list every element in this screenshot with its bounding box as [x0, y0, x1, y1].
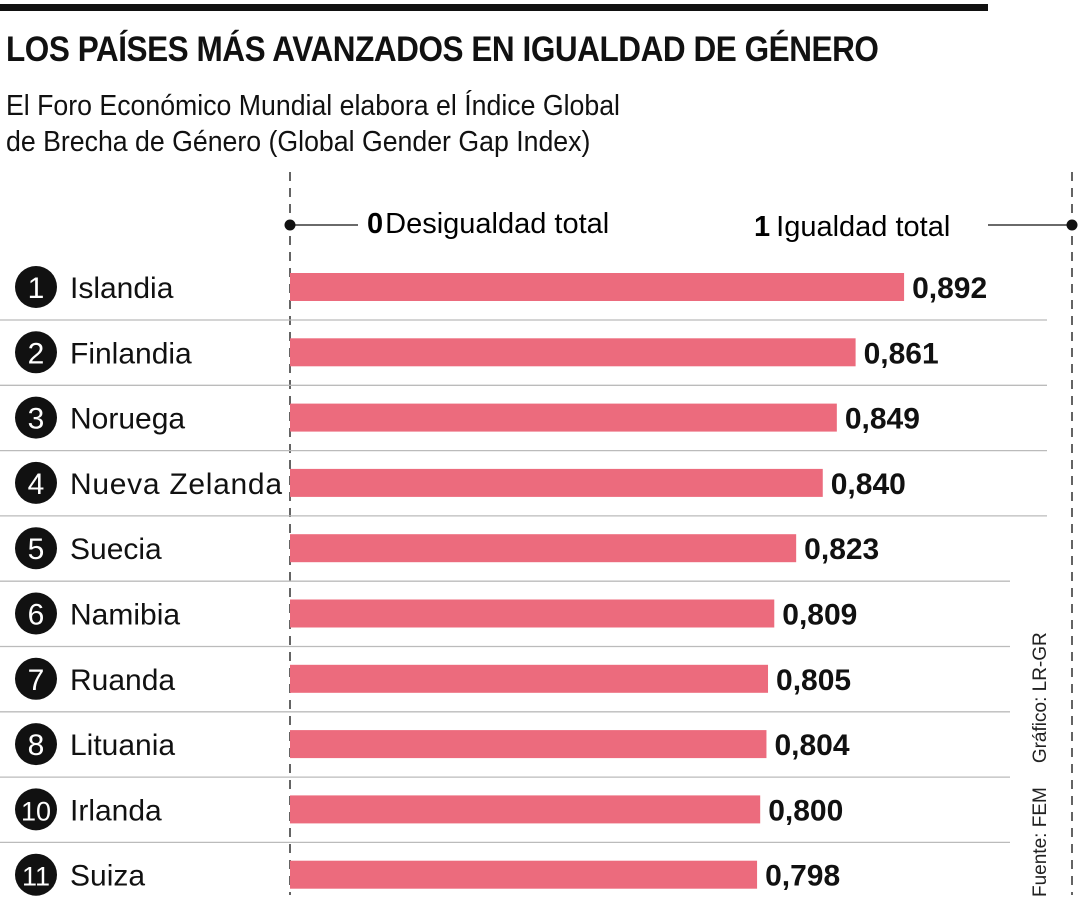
country-label: Suecia: [70, 533, 162, 566]
rank-badge: [15, 657, 57, 700]
country-label: Suiza: [70, 860, 145, 893]
value-label: 0,849: [845, 403, 920, 436]
rank-badge: [15, 396, 57, 439]
value-label: 0,804: [774, 729, 849, 762]
rank-badge: [15, 266, 57, 308]
value-label: 0,840: [831, 468, 906, 501]
value-label: 0,809: [782, 599, 857, 632]
rank-number: 1: [28, 272, 45, 305]
one-label: 1 Igualdad total: [754, 211, 950, 243]
country-label: Noruega: [70, 403, 185, 436]
bar: [290, 795, 761, 824]
rank-number: 7: [28, 664, 45, 697]
source-credit: Fuente: FEM Gráfico: LR-GR: [1030, 608, 1052, 897]
chart-subtitle: El Foro Económico Mundial elabora el Índ…: [6, 88, 834, 160]
country-label: Namibia: [70, 599, 180, 632]
rank-badge: [15, 592, 57, 635]
bar: [290, 403, 837, 432]
subtitle-line-2: de Brecha de Género (Global Gender Gap I…: [6, 126, 591, 158]
value-label: 0,800: [768, 794, 843, 827]
rank-number: 6: [28, 599, 45, 632]
country-label: Nueva Zelanda: [70, 468, 282, 501]
credit-text: Gráfico: LR-GR: [1030, 632, 1051, 764]
country-label: Irlanda: [70, 794, 162, 827]
rank-badge: [15, 723, 57, 766]
rank-number: 5: [28, 533, 45, 566]
bar: [290, 273, 905, 301]
rank-number: 3: [28, 403, 45, 436]
chart-title: LOS PAÍSES MÁS AVANZADOS EN IGUALDAD DE …: [6, 30, 879, 69]
rank-badge: [15, 788, 57, 831]
bar: [290, 468, 823, 497]
rank-number: 2: [28, 337, 45, 370]
country-label: Finlandia: [70, 337, 192, 370]
rank-number: 4: [28, 468, 45, 501]
value-label: 0,805: [776, 664, 851, 697]
top-rule: [0, 4, 988, 11]
bar: [290, 599, 775, 628]
country-label: Islandia: [70, 272, 174, 305]
bar: [290, 860, 758, 889]
bar: [290, 730, 767, 759]
bar: [290, 338, 856, 367]
country-label: Ruanda: [70, 664, 175, 697]
one-marker: [1066, 219, 1078, 231]
rank-badge: [15, 853, 57, 896]
rank-badge: [15, 331, 57, 374]
rank-badge: [15, 527, 57, 570]
bar: [290, 534, 797, 563]
subtitle-line-1: El Foro Económico Mundial elabora el Índ…: [6, 90, 620, 122]
rank-badge: [15, 461, 57, 504]
rank-number: 11: [22, 862, 50, 892]
value-label: 0,861: [864, 337, 939, 370]
value-label: 0,798: [765, 860, 840, 893]
zero-label: 0Desigualdad total: [367, 208, 609, 240]
source-text: Fuente: FEM: [1030, 787, 1051, 897]
country-label: Lituania: [70, 729, 175, 762]
rank-number: 8: [28, 729, 45, 762]
bar: [290, 664, 769, 693]
value-label: 0,892: [912, 272, 987, 305]
rank-number: 10: [21, 796, 51, 826]
value-label: 0,823: [804, 533, 879, 566]
